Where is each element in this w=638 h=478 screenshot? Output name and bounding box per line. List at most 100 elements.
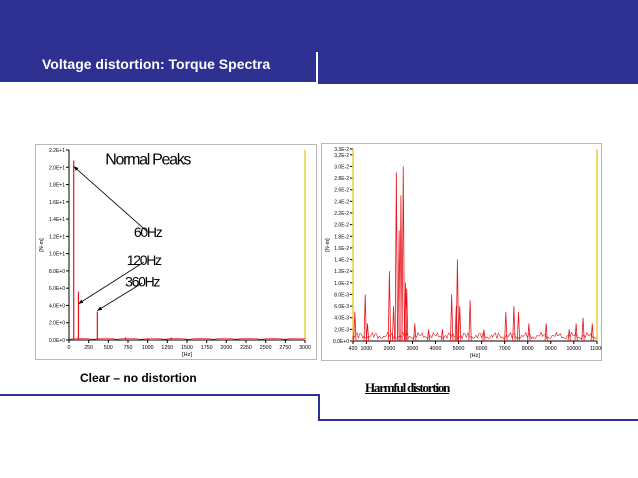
y-tick-label: 8.0E-3 bbox=[334, 292, 349, 298]
x-tick-label: 3000 bbox=[299, 345, 311, 351]
y-tick-label: 2.0E-2 bbox=[334, 223, 349, 229]
spectrum-peak bbox=[516, 311, 521, 342]
y-tick-label: 6.0E+0 bbox=[49, 286, 65, 292]
step-rule bbox=[318, 394, 320, 421]
chart-frame bbox=[35, 144, 317, 360]
caption-harmful: Harmful distortion bbox=[365, 380, 450, 395]
x-tick-label: 2000 bbox=[384, 346, 396, 352]
x-tick-label: 2250 bbox=[240, 345, 252, 351]
spectrum-peak bbox=[353, 311, 357, 342]
y-tick-label: 3.0E-2 bbox=[334, 164, 349, 170]
spectrum-peak bbox=[567, 329, 571, 342]
x-tick-label: 11006 bbox=[590, 346, 602, 352]
spectrum-peak bbox=[427, 329, 431, 342]
y-tick-label: 1.2E-2 bbox=[334, 269, 349, 275]
x-tick-label: 5000 bbox=[453, 346, 465, 352]
annotation-label: 360Hz bbox=[125, 273, 160, 289]
y-tick-label: 1.0E+1 bbox=[49, 252, 65, 258]
y-tick-label: 2.0E+0 bbox=[49, 321, 65, 327]
spectrum-peak bbox=[399, 195, 403, 342]
y-tick-label: 2.6E-2 bbox=[334, 188, 349, 194]
x-axis-label: [Hz] bbox=[470, 353, 480, 359]
x-tick-label: 1000 bbox=[360, 346, 372, 352]
y-tick-label: 4.0E-3 bbox=[334, 316, 349, 322]
x-tick-label: 7000 bbox=[499, 346, 511, 352]
annotation-label: Normal Peaks bbox=[105, 152, 191, 169]
spectrum-peak bbox=[391, 306, 396, 342]
x-axis-label: [Hz] bbox=[182, 352, 192, 358]
y-tick-label: 2.8E-2 bbox=[334, 176, 349, 182]
x-tick-label: 3000 bbox=[407, 346, 419, 352]
y-tick-label: 1.4E+1 bbox=[49, 217, 65, 223]
spectrum-peak bbox=[363, 294, 367, 342]
right-rule bbox=[318, 419, 638, 421]
x-tick-label: 250 bbox=[84, 345, 93, 351]
spectrum-peak bbox=[590, 323, 594, 342]
x-tick-label: 2000 bbox=[220, 345, 232, 351]
spectrum-peak bbox=[440, 329, 445, 342]
y-tick-label: 4.0E+0 bbox=[49, 303, 65, 309]
y-tick-label: 1.6E-2 bbox=[334, 246, 349, 252]
x-tick-label: 420 bbox=[349, 346, 358, 352]
arrow-head bbox=[97, 306, 103, 311]
x-tick-label: 500 bbox=[104, 345, 113, 351]
x-tick-label: 6000 bbox=[476, 346, 488, 352]
spectrum-peak bbox=[504, 311, 508, 342]
x-tick-label: 750 bbox=[124, 345, 133, 351]
annotation-arrow bbox=[97, 282, 143, 311]
y-tick-label: 1.4E-2 bbox=[334, 258, 349, 264]
spectrum-peak bbox=[394, 172, 398, 342]
spectrum-peak bbox=[455, 259, 460, 342]
spectrum-peak bbox=[468, 300, 472, 342]
spectrum-peak bbox=[527, 323, 531, 342]
spectrum-peak bbox=[482, 329, 486, 342]
spectrum-peak bbox=[401, 166, 405, 342]
x-tick-label: 1750 bbox=[201, 345, 213, 351]
caption-clear: Clear – no distortion bbox=[80, 371, 197, 385]
annotation-arrow bbox=[73, 166, 148, 233]
x-tick-label: 2500 bbox=[260, 345, 272, 351]
y-tick-label: 1.2E+1 bbox=[49, 234, 65, 240]
x-tick-label: 8000 bbox=[522, 346, 534, 352]
spectrum-peak bbox=[405, 288, 409, 342]
spectrum-peak bbox=[387, 271, 392, 342]
annotation-label: 120Hz bbox=[127, 252, 162, 268]
y-tick-label: 6.0E-3 bbox=[334, 304, 349, 310]
arrow-head bbox=[78, 299, 84, 304]
spectrum-peak bbox=[574, 323, 578, 342]
spectrum-peak bbox=[544, 323, 548, 342]
y-tick-label: 2.0E+1 bbox=[49, 165, 65, 171]
spectrum-peak bbox=[581, 317, 585, 342]
annotation-arrow bbox=[78, 261, 144, 305]
spectrum-peak bbox=[365, 323, 370, 342]
x-tick-label: 0 bbox=[68, 345, 71, 351]
x-tick-label: 1500 bbox=[181, 345, 193, 351]
y-tick-label: 2.2E-2 bbox=[334, 211, 349, 217]
y-tick-label: 2.0E-3 bbox=[334, 327, 349, 333]
slide-title: Voltage distortion: Torque Spectra bbox=[42, 56, 271, 72]
y-tick-label: 1.8E-2 bbox=[334, 234, 349, 240]
spectrum-peak bbox=[512, 306, 516, 342]
y-tick-label: 1.6E+1 bbox=[49, 200, 65, 206]
x-tick-label: 4000 bbox=[430, 346, 442, 352]
title-box bbox=[0, 52, 318, 84]
y-tick-label: 1.8E+1 bbox=[49, 183, 65, 189]
y-tick-label: 0.0E+0 bbox=[333, 339, 349, 345]
y-tick-label: 3.3E-2 bbox=[334, 147, 349, 153]
x-tick-label: 1250 bbox=[161, 345, 173, 351]
left-rule bbox=[0, 394, 318, 396]
y-tick-label: 8.0E+0 bbox=[49, 269, 65, 275]
y-tick-label: 3.2E-2 bbox=[334, 153, 349, 159]
y-axis-label: [N-m] bbox=[39, 238, 45, 252]
annotation-label: 60Hz bbox=[134, 224, 163, 240]
y-axis-label: [N-m] bbox=[325, 238, 331, 252]
y-tick-label: 0.0E+0 bbox=[49, 338, 65, 344]
y-tick-label: 1.0E-2 bbox=[334, 281, 349, 287]
chart-frame bbox=[321, 143, 602, 361]
spectrum-peak bbox=[450, 294, 454, 342]
x-tick-label: 10000 bbox=[566, 346, 581, 352]
chart-distorted-spectrum: 0.0E+0 2.0E-3 4.0E-3 6.0E-3 8.0E-3 1.0E-2 1.2E… bbox=[321, 143, 602, 361]
x-tick-label: 2750 bbox=[279, 345, 291, 351]
spectrum-peak bbox=[403, 282, 408, 342]
x-tick-label: 1000 bbox=[142, 345, 154, 351]
